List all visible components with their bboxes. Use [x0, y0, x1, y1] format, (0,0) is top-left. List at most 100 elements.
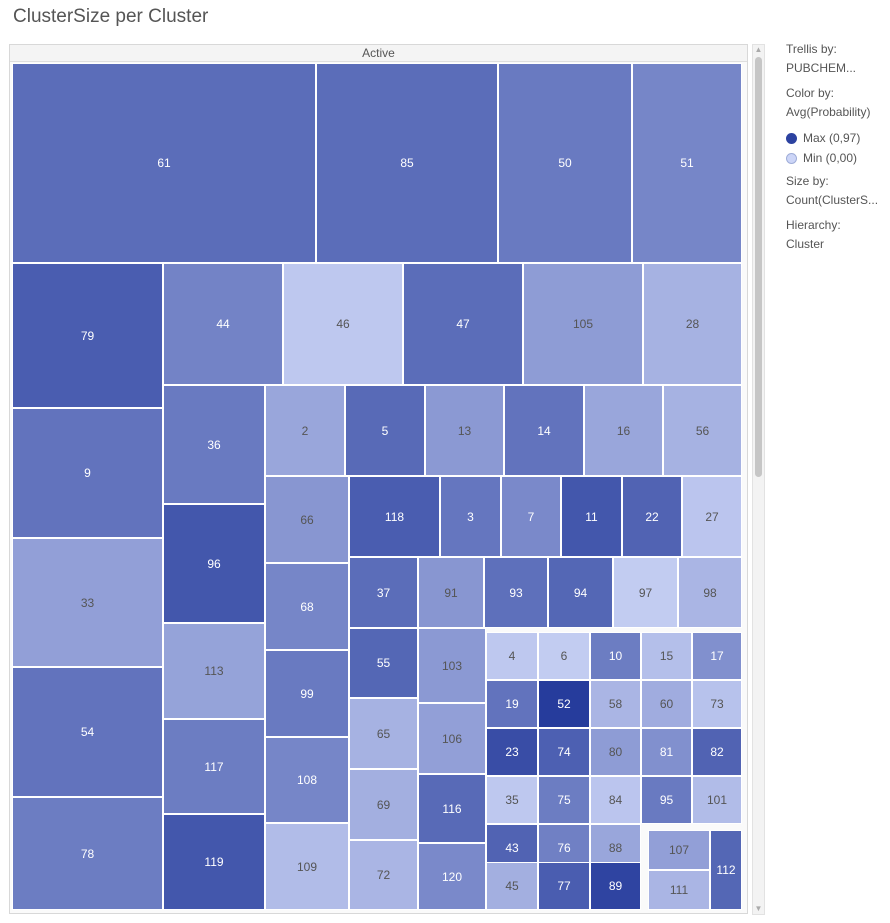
treemap-cell-109[interactable]: 109	[265, 823, 349, 910]
treemap-cell-label: 89	[608, 879, 623, 893]
treemap-cell-113[interactable]: 113	[163, 623, 265, 719]
legend-size-value[interactable]: Count(ClusterS...	[786, 193, 879, 207]
treemap-cell-73[interactable]: 73	[692, 680, 742, 728]
treemap-cell-75[interactable]: 75	[538, 776, 590, 824]
treemap-cell-label: 43	[505, 841, 519, 855]
treemap-cell-80[interactable]: 80	[590, 728, 641, 776]
treemap-cell-11[interactable]: 11	[561, 476, 622, 557]
treemap-cell-118[interactable]: 118	[349, 476, 440, 557]
treemap-cell-103[interactable]: 103	[418, 628, 486, 703]
treemap-cell-74[interactable]: 74	[538, 728, 590, 776]
treemap-cell-52[interactable]: 52	[538, 680, 590, 728]
treemap-cell-4[interactable]: 4	[486, 632, 538, 680]
treemap-cell-77[interactable]: 77	[538, 862, 590, 910]
treemap-cell-58[interactable]: 58	[590, 680, 641, 728]
treemap-cell-82[interactable]: 82	[692, 728, 742, 776]
treemap-cell-9[interactable]: 9	[12, 408, 163, 538]
treemap-cell-33[interactable]: 33	[12, 538, 163, 667]
scroll-down-arrow-icon[interactable]: ▼	[754, 904, 763, 913]
treemap-cell-97[interactable]: 97	[613, 557, 678, 628]
treemap-cell-label: 77	[557, 879, 571, 893]
treemap-cell-120[interactable]: 120	[418, 843, 486, 910]
treemap-cell-10[interactable]: 10	[590, 632, 641, 680]
treemap-cell-13[interactable]: 13	[425, 385, 504, 476]
treemap-cell-22[interactable]: 22	[622, 476, 682, 557]
treemap-cell-19[interactable]: 19	[486, 680, 538, 728]
treemap-cell-label: 84	[608, 793, 623, 807]
treemap-cell-117[interactable]: 117	[163, 719, 265, 814]
treemap-cell-46[interactable]: 46	[283, 263, 403, 385]
treemap-cell-27[interactable]: 27	[682, 476, 742, 557]
treemap-cell-96[interactable]: 96	[163, 504, 265, 623]
treemap-cell-54[interactable]: 54	[12, 667, 163, 797]
treemap-cell-14[interactable]: 14	[504, 385, 584, 476]
treemap-cell-2[interactable]: 2	[265, 385, 345, 476]
treemap-cell-47[interactable]: 47	[403, 263, 523, 385]
treemap-cell-label: 33	[80, 595, 95, 610]
treemap-cell-65[interactable]: 65	[349, 698, 418, 769]
legend-hierarchy-value[interactable]: Cluster	[786, 237, 825, 251]
treemap-cell-61[interactable]: 61	[12, 63, 316, 263]
treemap-cell-112[interactable]: 112	[710, 830, 742, 910]
treemap-cell-37[interactable]: 37	[349, 557, 418, 628]
treemap-cell-35[interactable]: 35	[486, 776, 538, 824]
treemap-cell-79[interactable]: 79	[12, 263, 163, 408]
treemap-cell-15[interactable]: 15	[641, 632, 692, 680]
treemap-plot: 61 85 50 51 79 44 46 47 105 28 9 36 2 5 13 14 16 56 66 118 3…	[12, 63, 745, 911]
scroll-up-arrow-icon[interactable]: ▲	[754, 45, 763, 54]
treemap-cell-89[interactable]: 89	[590, 862, 641, 910]
treemap-cell-label: 17	[710, 649, 724, 663]
treemap-cell-label: 2	[301, 423, 309, 438]
legend-trellis-value[interactable]: PUBCHEM...	[786, 61, 857, 75]
treemap-cell-60[interactable]: 60	[641, 680, 692, 728]
treemap-cell-81[interactable]: 81	[641, 728, 692, 776]
treemap-cell-111[interactable]: 111	[648, 870, 710, 910]
treemap-cell-107[interactable]: 107	[648, 830, 710, 870]
treemap-cell-label: 74	[557, 745, 571, 759]
treemap-cell-91[interactable]: 91	[418, 557, 484, 628]
legend-hierarchy-label: Hierarchy:	[786, 218, 841, 232]
treemap-cell-72[interactable]: 72	[349, 840, 418, 910]
treemap-cell-119[interactable]: 119	[163, 814, 265, 910]
treemap-cell-78[interactable]: 78	[12, 797, 163, 910]
treemap-cell-36[interactable]: 36	[163, 385, 265, 504]
treemap-cell-3[interactable]: 3	[440, 476, 501, 557]
treemap-cell-105[interactable]: 105	[523, 263, 643, 385]
treemap-cell-28[interactable]: 28	[643, 263, 742, 385]
treemap-cell-45[interactable]: 45	[486, 862, 538, 910]
treemap-cell-85[interactable]: 85	[316, 63, 498, 263]
treemap-cell-94[interactable]: 94	[548, 557, 613, 628]
treemap-cell-68[interactable]: 68	[265, 563, 349, 650]
treemap-cell-84[interactable]: 84	[590, 776, 641, 824]
legend-color-value[interactable]: Avg(Probability)	[786, 105, 871, 119]
vertical-scrollbar[interactable]: ▲ ▼	[752, 44, 765, 915]
treemap-cell-6[interactable]: 6	[538, 632, 590, 680]
treemap-cell-50[interactable]: 50	[498, 63, 632, 263]
treemap-cell-101[interactable]: 101	[692, 776, 742, 824]
chart-title: ClusterSize per Cluster	[13, 6, 209, 27]
treemap-cell-label: 75	[557, 793, 571, 807]
treemap-cell-56[interactable]: 56	[663, 385, 742, 476]
treemap-cell-label: 4	[508, 649, 516, 663]
treemap-cell-99[interactable]: 99	[265, 650, 349, 737]
treemap-cell-66[interactable]: 66	[265, 476, 349, 563]
treemap-cell-69[interactable]: 69	[349, 769, 418, 840]
treemap-cell-23[interactable]: 23	[486, 728, 538, 776]
treemap-cell-17[interactable]: 17	[692, 632, 742, 680]
treemap-cell-44[interactable]: 44	[163, 263, 283, 385]
treemap-cell-116[interactable]: 116	[418, 774, 486, 843]
treemap-cell-93[interactable]: 93	[484, 557, 548, 628]
treemap-cell-95[interactable]: 95	[641, 776, 692, 824]
treemap-cell-55[interactable]: 55	[349, 628, 418, 698]
treemap-cell-label: 60	[659, 697, 674, 711]
treemap-cell-106[interactable]: 106	[418, 703, 486, 774]
treemap-cell-7[interactable]: 7	[501, 476, 561, 557]
treemap-cell-label: 55	[376, 656, 391, 670]
treemap-cell-label: 15	[659, 649, 674, 663]
treemap-cell-98[interactable]: 98	[678, 557, 742, 628]
scroll-thumb[interactable]	[755, 57, 762, 477]
treemap-cell-16[interactable]: 16	[584, 385, 663, 476]
treemap-cell-5[interactable]: 5	[345, 385, 425, 476]
treemap-cell-51[interactable]: 51	[632, 63, 742, 263]
treemap-cell-108[interactable]: 108	[265, 737, 349, 823]
